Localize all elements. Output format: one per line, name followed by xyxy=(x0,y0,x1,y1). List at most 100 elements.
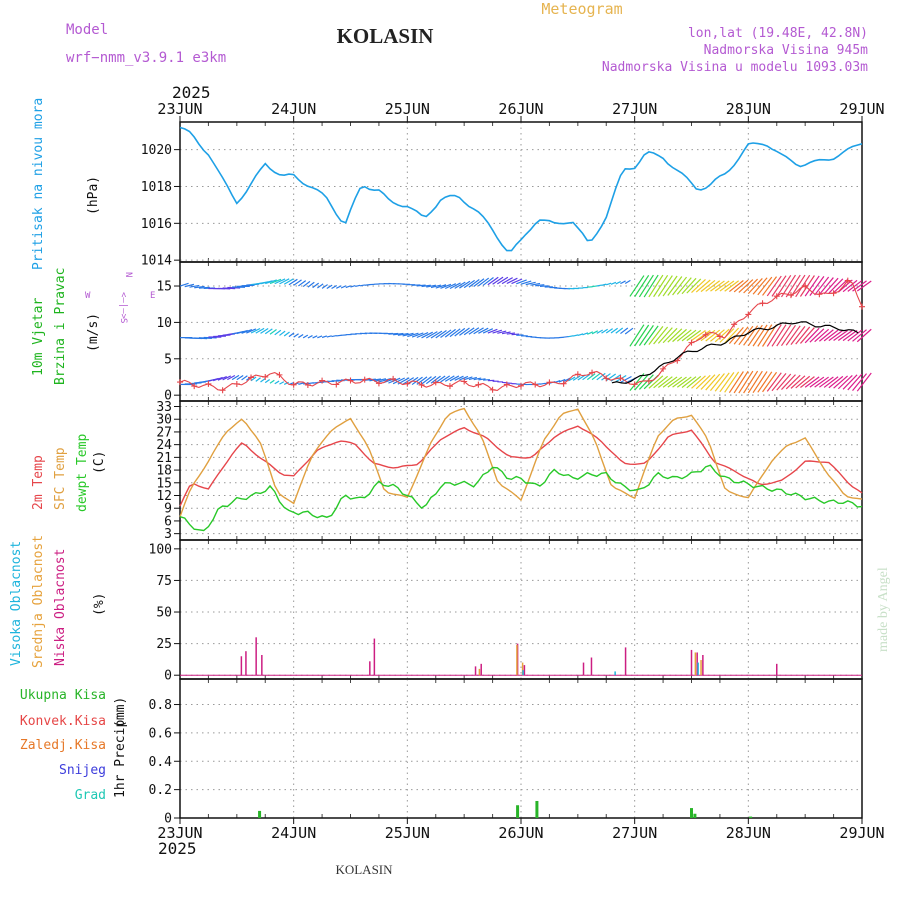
wind-barb xyxy=(336,334,342,337)
wind-barb xyxy=(809,376,825,388)
wind-barb xyxy=(818,329,834,342)
y-tick-label: 33 xyxy=(156,400,172,415)
credit: made by Angel xyxy=(876,567,891,652)
wind-barb xyxy=(814,276,830,296)
x-day-label-bottom: 29JUN xyxy=(839,824,884,842)
wind-speed-marker xyxy=(375,380,382,387)
wind-barb xyxy=(852,373,867,391)
y-tick-label: 30 xyxy=(156,413,172,428)
wind-barb xyxy=(686,375,702,389)
wind-barb xyxy=(724,371,740,393)
wind-barb xyxy=(241,375,248,381)
wind-barb xyxy=(506,277,518,285)
precip-axis-label: 1hr Precip xyxy=(113,720,128,798)
panel-pressure: 1014 1016 1018 1020 xyxy=(141,121,863,269)
wind-barb xyxy=(444,375,455,382)
wind-barb xyxy=(468,376,477,381)
wind-speed-marker xyxy=(816,291,823,298)
model-label: Model xyxy=(66,22,108,38)
wind-barb xyxy=(638,374,654,390)
wind-barb xyxy=(638,325,654,346)
wind-speed-marker xyxy=(205,380,212,387)
x-day-label-bottom: 28JUN xyxy=(726,824,771,842)
y-tick-label: 1014 xyxy=(141,254,172,269)
wind-barb xyxy=(714,280,730,292)
wind-barb xyxy=(388,377,401,384)
wind-barb xyxy=(771,373,787,392)
wind-barb xyxy=(326,284,333,290)
precip-total-label: Ukupna Kisa xyxy=(20,688,106,703)
wind-barb xyxy=(657,275,673,297)
wind-speed-marker xyxy=(532,381,539,388)
wind-barb xyxy=(250,327,261,334)
wind-barb xyxy=(705,329,721,342)
wind-barb xyxy=(416,332,429,339)
year-bottom: 2025 xyxy=(158,839,197,858)
wind-barb xyxy=(255,327,265,334)
y-tick-label: 75 xyxy=(156,574,172,589)
wind-barb xyxy=(416,284,426,287)
wind-barb xyxy=(828,329,844,342)
pressure-line xyxy=(179,126,863,252)
wind-barb xyxy=(804,327,820,344)
wind-barb xyxy=(601,283,607,286)
wind-barb xyxy=(629,324,645,347)
wind-barb xyxy=(766,372,782,392)
wind-barb xyxy=(482,328,494,334)
wind-barb xyxy=(501,331,511,335)
wind-barb xyxy=(302,280,311,288)
wind-barb xyxy=(714,328,730,343)
wind-barb xyxy=(809,328,825,343)
wind-speed-marker xyxy=(177,379,183,386)
wind-barb xyxy=(852,329,867,342)
wind-barb xyxy=(483,378,490,381)
wind-barb xyxy=(601,328,608,334)
wind-barb xyxy=(463,327,475,336)
wind-barb xyxy=(392,377,405,385)
wind-barb xyxy=(312,282,320,289)
wind-barb xyxy=(426,284,437,288)
wind-barb xyxy=(624,327,634,335)
wind-barb xyxy=(785,325,801,346)
wind-barb xyxy=(705,373,721,391)
wind-barb xyxy=(643,325,659,346)
wind-barb xyxy=(719,371,735,393)
x-day-label-bottom: 23JUN xyxy=(157,824,202,842)
wind-speed-marker xyxy=(518,382,524,389)
wind-barb xyxy=(264,328,273,335)
y-tick-label: 1020 xyxy=(141,143,172,158)
wind-barb xyxy=(771,324,787,347)
wind-barb xyxy=(520,280,532,285)
compass-e: E xyxy=(150,291,155,301)
wind-barb xyxy=(847,373,863,391)
wind-speed-marker xyxy=(333,381,340,388)
wind-barb xyxy=(482,277,494,286)
wind-barb xyxy=(823,376,839,388)
wind-barb xyxy=(298,280,307,287)
wind-speed-marker xyxy=(404,380,411,387)
wind-barb xyxy=(516,279,527,285)
wind-barb xyxy=(274,380,280,385)
wind-barb xyxy=(620,327,629,335)
wind-speed-marker xyxy=(489,386,496,393)
wind-barb xyxy=(724,327,740,344)
wind-barb xyxy=(605,328,613,334)
wind-barb xyxy=(312,335,318,339)
lonlat: lon,lat (19.48E, 42.8N) xyxy=(688,26,868,41)
wind-barb xyxy=(591,285,598,288)
wind-barb xyxy=(231,374,240,381)
precip-bar xyxy=(258,810,262,818)
wind-barb xyxy=(709,373,725,392)
wind-barb xyxy=(634,373,650,391)
wind-barb xyxy=(833,330,848,342)
wind-barb xyxy=(402,332,414,337)
wind-barb xyxy=(444,328,456,338)
wind-speed-marker xyxy=(191,383,198,390)
wind-barb xyxy=(539,382,546,385)
wind-barb xyxy=(648,326,664,345)
wind-barb xyxy=(478,378,486,381)
wind-barb xyxy=(279,330,286,336)
wind-barb xyxy=(264,378,271,384)
precip-frz-label: Zaledj.Kisa xyxy=(20,738,106,753)
